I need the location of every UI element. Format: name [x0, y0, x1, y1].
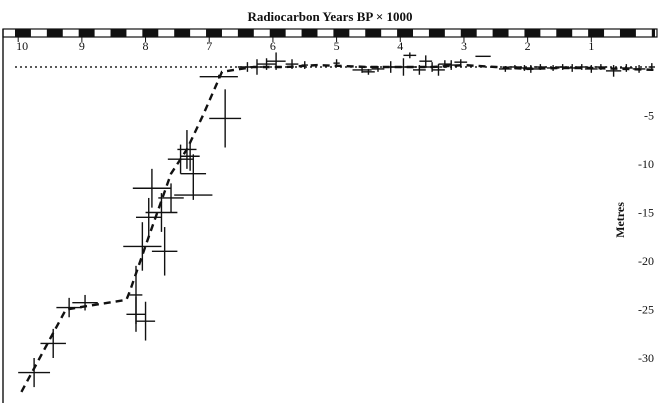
x-tick-label: 10	[16, 39, 28, 53]
time-bar-segment	[174, 29, 191, 37]
data-point	[454, 59, 468, 66]
data-point	[18, 358, 51, 388]
y-tick-label: -5	[644, 109, 654, 123]
time-bar-segment	[46, 29, 63, 37]
time-bar-segment	[619, 29, 636, 37]
x-tick-label: 9	[79, 39, 85, 53]
data-point	[605, 65, 622, 77]
time-bar-segment	[588, 29, 605, 37]
x-tick-label: 5	[334, 39, 340, 53]
time-bar-segment	[142, 29, 159, 37]
data-point	[174, 190, 213, 200]
time-bar-segment	[492, 29, 509, 37]
time-bar-segment	[333, 29, 350, 37]
data-point	[132, 168, 172, 208]
x-tick-label: 6	[270, 39, 276, 53]
x-tick-label: 1	[588, 39, 594, 53]
data-points	[18, 52, 655, 388]
x-tick-label: 4	[397, 39, 403, 53]
y-tick-label: -25	[638, 303, 654, 317]
y-tick-label: -10	[638, 157, 654, 171]
time-bar-segment	[365, 29, 382, 37]
x-tick-label: 7	[206, 39, 212, 53]
data-point	[403, 52, 417, 59]
time-bar-segment	[15, 29, 31, 37]
time-bar-segment	[301, 29, 318, 37]
data-point	[56, 297, 82, 318]
time-bar-segment	[460, 29, 477, 37]
x-axis-tick-labels: 10 9 8 7 6 5 4 3 2 1	[16, 37, 594, 53]
data-point	[158, 183, 184, 213]
time-bar-segment	[269, 29, 286, 37]
data-point	[362, 68, 375, 75]
time-bar-segment	[237, 29, 254, 37]
y-axis: -5 -10 -15 -20 -25 -30	[638, 109, 654, 366]
time-bar-segment	[397, 29, 414, 37]
data-point	[209, 89, 242, 148]
data-point	[432, 64, 445, 76]
data-point	[419, 55, 433, 67]
data-point	[180, 141, 200, 171]
data-point	[135, 197, 162, 237]
x-tick-label: 3	[461, 39, 467, 53]
time-bar-segment	[78, 29, 95, 37]
chart-title: Radiocarbon Years BP × 1000	[247, 9, 412, 24]
time-bar-segment	[110, 29, 127, 37]
data-point	[145, 193, 178, 232]
x-tick-label: 8	[143, 39, 149, 53]
time-bar-segment	[651, 29, 655, 37]
time-scale-bar	[2, 28, 658, 403]
y-tick-label: -30	[638, 351, 654, 365]
time-bar-segment	[556, 29, 573, 37]
x-tick-label: 2	[525, 39, 531, 53]
time-bar-segment	[524, 29, 541, 37]
data-point	[180, 154, 207, 194]
data-point	[72, 294, 98, 311]
data-point	[123, 222, 162, 271]
data-point	[151, 227, 178, 276]
y-tick-label: -20	[638, 254, 654, 268]
data-point	[371, 66, 385, 72]
y-axis-label: Metres	[613, 202, 627, 238]
y-tick-label: -15	[638, 206, 654, 220]
trend-line	[20, 63, 656, 393]
data-point	[135, 301, 156, 341]
time-bar-segment	[428, 29, 445, 37]
time-bar-segment	[206, 29, 222, 37]
